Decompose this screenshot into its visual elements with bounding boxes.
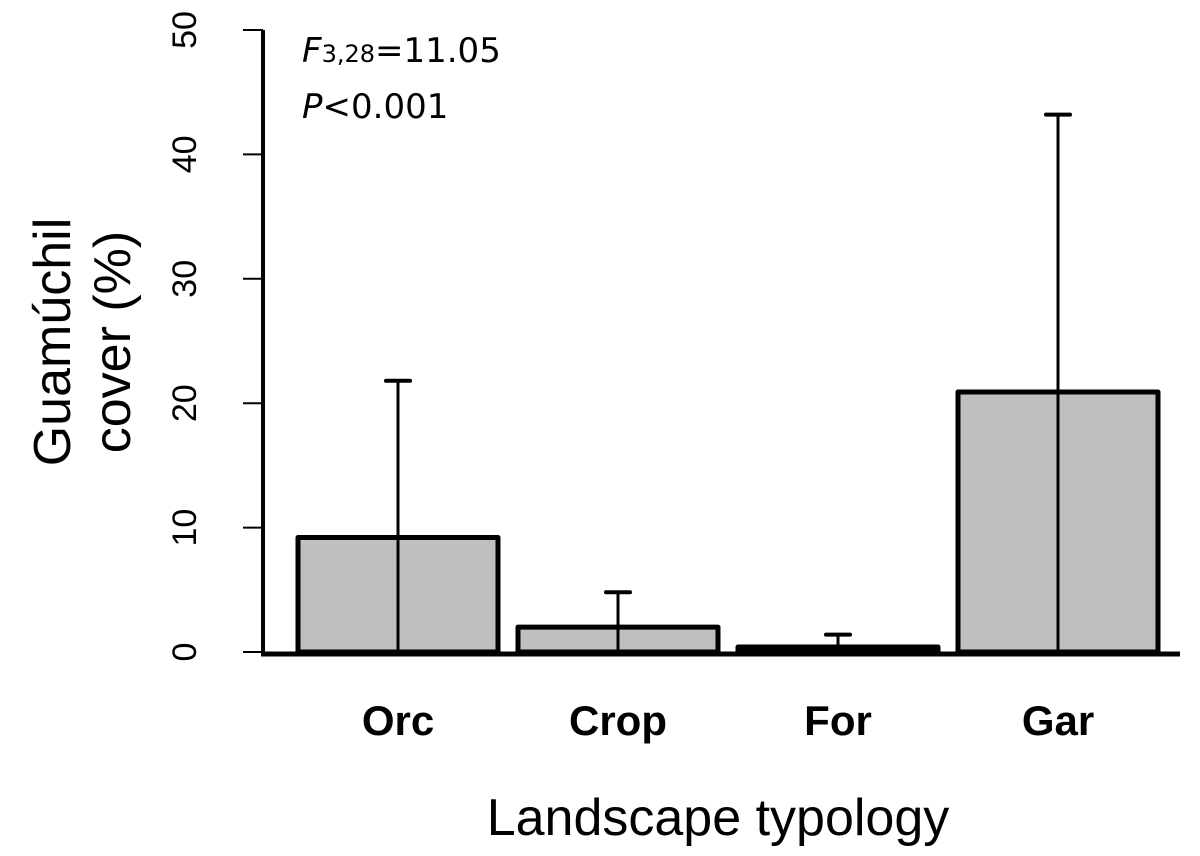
stat-letter: F <box>302 31 322 71</box>
y-tick-label: 50 <box>166 11 204 49</box>
x-tick-label-gar: Gar <box>1022 697 1094 744</box>
y-tick-label: 10 <box>166 509 204 547</box>
p-value-annotation: P<0.001 <box>302 87 448 127</box>
p-value: <0.001 <box>323 87 449 127</box>
y-ticks: 0 10 20 30 40 50 <box>166 11 263 661</box>
p-letter: P <box>302 87 323 127</box>
y-axis-label-line2: cover (%) <box>84 231 142 453</box>
y-tick-label: 0 <box>166 643 204 662</box>
y-tick-label: 30 <box>166 260 204 298</box>
stat-value: =11.05 <box>375 31 501 71</box>
stat-df: 3,28 <box>322 40 375 68</box>
x-tick-label-orc: Orc <box>362 697 434 744</box>
x-axis-label: Landscape typology <box>487 789 950 847</box>
x-tick-label-crop: Crop <box>569 697 667 744</box>
y-axis-label-line1: Guamúchil <box>24 218 82 467</box>
x-ticks: Orc Crop For Gar <box>362 697 1094 744</box>
f-statistic-annotation: F3,28=11.05 <box>302 31 501 71</box>
y-tick-label: 20 <box>166 384 204 422</box>
x-tick-label-for: For <box>804 697 872 744</box>
bars-layer <box>295 112 1161 655</box>
y-tick-label: 40 <box>166 135 204 173</box>
